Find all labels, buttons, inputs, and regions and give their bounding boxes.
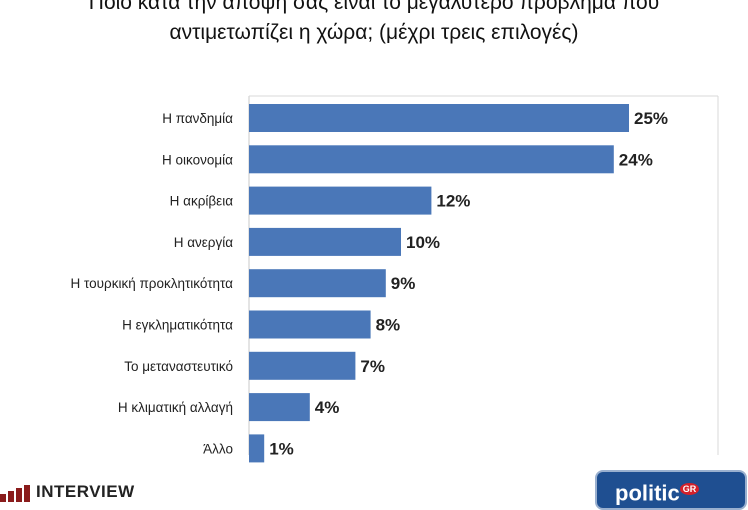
value-label: 12% [436,192,470,211]
category-label: Η ακρίβεια [170,194,234,209]
interview-logo-icon [0,485,30,502]
value-label: 10% [406,233,440,252]
value-label: 24% [619,150,653,169]
value-label: 4% [315,398,340,417]
bar [249,269,386,298]
bar [249,434,265,463]
chart-title: Ποιο κατά την άποψή σας είναι το μεγαλύτ… [0,0,748,48]
politic-logo: politic GR [595,470,747,510]
bar [249,145,614,174]
bar [249,351,356,380]
bar [249,104,629,132]
category-label: Η τουρκική προκλητικότητα [70,276,233,291]
politic-logo-suffix: GR [679,483,700,495]
value-label: 1% [269,439,294,458]
bar [249,186,432,215]
title-line-1: Ποιο κατά την άποψή σας είναι το μεγαλύτ… [88,0,660,14]
bar [249,310,371,339]
value-label: 9% [391,274,416,293]
category-label: Η ανεργία [174,235,234,250]
value-label: 7% [360,357,385,376]
category-label: Το μεταναστευτικό [124,359,233,374]
value-label: 8% [376,316,401,335]
bar-chart: Η πανδημία 25% Η οικονομία 24% Η ακρίβεια 12%… [70,95,719,463]
bar [249,227,401,256]
interview-logo-text: INTERVIEW [36,482,135,501]
category-label: Η κλιματική αλλαγή [118,400,233,415]
category-label: Η οικονομία [162,152,233,167]
category-label: Η πανδημία [162,111,233,126]
title-line-2: αντιμετωπίζει η χώρα; (μέχρι τρεις επιλο… [169,21,579,44]
interview-logo: INTERVIEW [0,480,135,502]
category-label: Η εγκληματικότητα [122,318,233,333]
bar [249,393,310,422]
value-label: 25% [634,109,668,128]
politic-logo-text: politic [615,480,680,506]
category-label: Άλλο [203,441,233,456]
